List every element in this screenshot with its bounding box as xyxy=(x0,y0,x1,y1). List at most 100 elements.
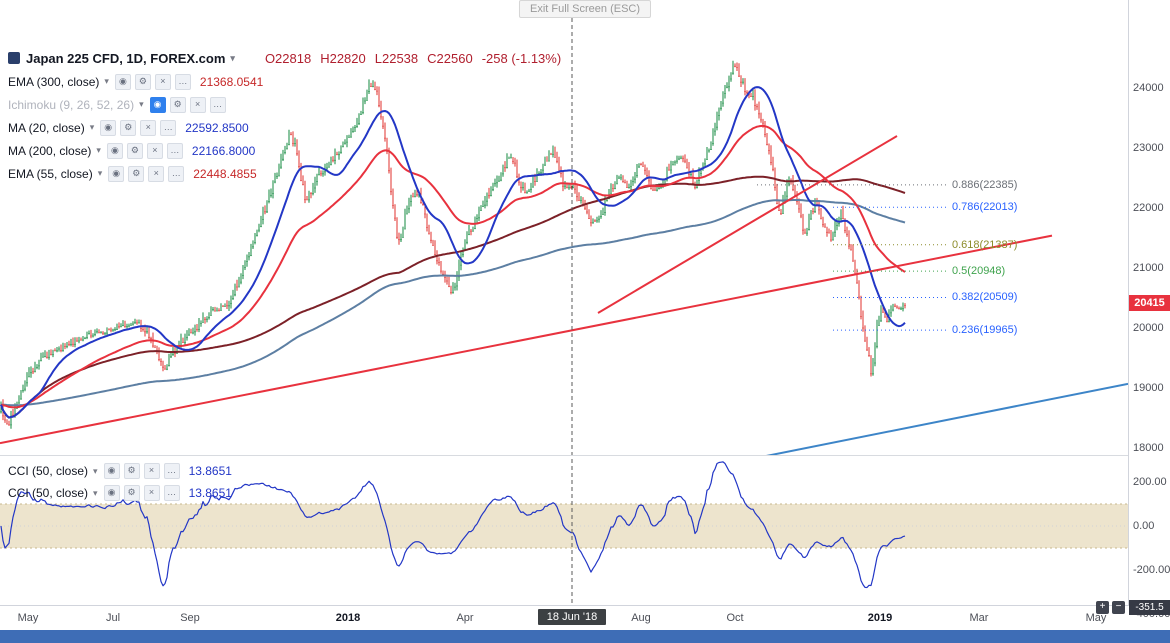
fib-level-label: 0.786(22013) xyxy=(952,201,1018,214)
more-icon[interactable]: … xyxy=(166,142,183,159)
zoom-out-button[interactable]: − xyxy=(1112,601,1125,614)
ohlc-readout: O22818 H22820 L22538 C22560 -258 (-1.13%) xyxy=(265,51,570,66)
ohlc-change: -258 (-1.13%) xyxy=(481,50,562,66)
time-tick-label: Sep xyxy=(180,612,200,624)
symbol-title-row[interactable]: Japan 225 CFD, 1D, FOREX.com ▾ O22818 H22… xyxy=(8,46,570,70)
close-icon[interactable]: × xyxy=(189,96,206,113)
gear-icon[interactable]: ⚙ xyxy=(123,463,140,479)
chevron-down-icon[interactable]: ▾ xyxy=(96,145,101,155)
time-tick-label: Oct xyxy=(726,612,744,624)
indicator-name: CCI (50, close) xyxy=(8,486,89,500)
indicator-row[interactable]: EMA (300, close) ▾ ◉ ⚙ ×… 21368.0541 xyxy=(8,70,570,93)
indicator-rows: EMA (300, close) ▾ ◉ ⚙ ×… 21368.0541 Ichimoku … xyxy=(8,70,570,185)
price-axis-separator xyxy=(1128,0,1129,630)
indicator-name: EMA (55, close) xyxy=(8,166,93,181)
indicator-value: 21368.0541 xyxy=(199,74,264,89)
indicator-row[interactable]: MA (20, close) ▾ ◉ ⚙ ×… 22592.8500 xyxy=(8,116,570,139)
indicator-name: MA (200, close) xyxy=(8,143,92,158)
indicator-name: EMA (300, close) xyxy=(8,74,100,89)
gear-icon[interactable]: ⚙ xyxy=(126,142,143,159)
symbol-title: Japan 225 CFD, 1D, FOREX.com xyxy=(26,50,226,66)
indicator-name: Ichimoku (9, 26, 52, 26) xyxy=(8,97,135,112)
time-tick-label: May xyxy=(17,612,39,624)
cci-tick-label: 0.00 xyxy=(1133,520,1155,532)
indicator-name: MA (20, close) xyxy=(8,120,85,135)
eye-icon[interactable]: ◉ xyxy=(106,142,123,159)
chevron-down-icon[interactable]: ▾ xyxy=(104,76,109,86)
indicator-name: CCI (50, close) xyxy=(8,464,89,478)
eye-icon[interactable]: ◉ xyxy=(103,485,120,501)
eye-icon[interactable]: ◉ xyxy=(108,165,125,182)
price-tick-label: 18000 xyxy=(1133,442,1164,454)
price-tick-label: 22000 xyxy=(1133,202,1164,214)
fib-level-label: 0.382(20509) xyxy=(952,291,1018,304)
pane-separator[interactable] xyxy=(0,455,1128,456)
fib-level-label: 0.618(21387) xyxy=(952,238,1018,251)
eye-icon[interactable]: ◉ xyxy=(149,96,166,113)
eye-icon[interactable]: ◉ xyxy=(103,463,120,479)
close-icon[interactable]: × xyxy=(140,119,157,136)
indicator-value: 22448.4855 xyxy=(193,166,257,181)
fib-level-label: 0.886(22385) xyxy=(952,178,1018,191)
time-axis[interactable]: May Jul Sep 2018 Apr Aug Oct 2019 Mar May 18 Jun … xyxy=(0,605,1170,631)
gear-icon[interactable]: ⚙ xyxy=(123,485,140,501)
indicator-row[interactable]: MA (200, close) ▾ ◉ ⚙ ×… 22166.8000 xyxy=(8,139,570,162)
more-icon[interactable]: … xyxy=(163,485,180,501)
price-tick-label: 21000 xyxy=(1133,262,1164,274)
close-icon[interactable]: × xyxy=(148,165,165,182)
cci-legend: CCI (50, close) ▾ ◉ ⚙ ×… 13.8651 CCI (50, clos… xyxy=(8,460,232,504)
symbol-logo-icon xyxy=(8,52,20,64)
price-tick-label: 20000 xyxy=(1133,322,1164,334)
more-icon[interactable]: … xyxy=(174,73,191,90)
chart-legend: Japan 225 CFD, 1D, FOREX.com ▾ O22818 H22… xyxy=(8,46,570,185)
close-icon[interactable]: × xyxy=(143,463,160,479)
chevron-down-icon[interactable]: ▾ xyxy=(93,465,98,476)
ohlc-low: L22538 xyxy=(374,50,419,66)
price-tick-label: 19000 xyxy=(1133,382,1164,394)
indicator-row[interactable]: Ichimoku (9, 26, 52, 26) ▾ ◉ ⚙ ×… xyxy=(8,93,570,116)
gear-icon[interactable]: ⚙ xyxy=(128,165,145,182)
time-tick-label: Apr xyxy=(456,612,474,624)
indicator-value: 22592.8500 xyxy=(185,120,249,135)
chevron-down-icon[interactable]: ▾ xyxy=(89,122,95,132)
more-icon[interactable]: … xyxy=(168,165,185,182)
zoom-in-button[interactable]: + xyxy=(1096,601,1109,614)
time-tick-label: Mar xyxy=(969,612,989,624)
fib-level-label: 0.5(20948) xyxy=(952,265,1006,278)
gear-icon[interactable]: ⚙ xyxy=(120,119,137,136)
time-tick-label: 2018 xyxy=(335,612,361,624)
indicator-row[interactable]: EMA (55, close) ▾ ◉ ⚙ ×… 22448.4855 xyxy=(8,162,570,185)
chevron-down-icon[interactable]: ▾ xyxy=(93,487,98,498)
time-tick-label: Jul xyxy=(105,612,121,624)
exit-fullscreen-tooltip: Exit Full Screen (ESC) xyxy=(518,0,652,18)
gear-icon[interactable]: ⚙ xyxy=(134,73,151,90)
chevron-down-icon[interactable]: ▾ xyxy=(230,52,235,63)
tooltip-text: Exit Full Screen (ESC) xyxy=(529,3,641,15)
more-icon[interactable]: … xyxy=(209,96,226,113)
time-tick-label: Aug xyxy=(631,612,651,624)
eye-icon[interactable]: ◉ xyxy=(114,73,131,90)
close-icon[interactable]: × xyxy=(146,142,163,159)
gear-icon[interactable]: ⚙ xyxy=(169,96,186,113)
eye-icon[interactable]: ◉ xyxy=(100,119,117,136)
time-tick-label: 2019 xyxy=(867,612,893,624)
close-icon[interactable]: × xyxy=(143,485,160,501)
cci-tick-label: -200.00 xyxy=(1133,564,1170,576)
ohlc-close: C22560 xyxy=(427,50,473,66)
cci-value-badge: -351.5 xyxy=(1129,600,1170,615)
selected-date-badge: 18 Jun '18 xyxy=(538,609,606,625)
ohlc-open: O22818 xyxy=(264,50,312,66)
indicator-value: 22166.8000 xyxy=(191,143,256,158)
price-tick-label: 24000 xyxy=(1133,82,1164,94)
chevron-down-icon[interactable]: ▾ xyxy=(97,168,103,178)
more-icon[interactable]: … xyxy=(160,119,177,136)
close-icon[interactable]: × xyxy=(154,73,171,90)
indicator-row[interactable]: CCI (50, close) ▾ ◉ ⚙ ×… 13.8651 xyxy=(8,482,232,504)
fib-level-label: 0.236(19965) xyxy=(952,324,1018,337)
more-icon[interactable]: … xyxy=(163,463,180,479)
chevron-down-icon[interactable]: ▾ xyxy=(139,99,144,109)
indicator-value: 13.8651 xyxy=(188,464,232,478)
indicator-row[interactable]: CCI (50, close) ▾ ◉ ⚙ ×… 13.8651 xyxy=(8,460,232,482)
